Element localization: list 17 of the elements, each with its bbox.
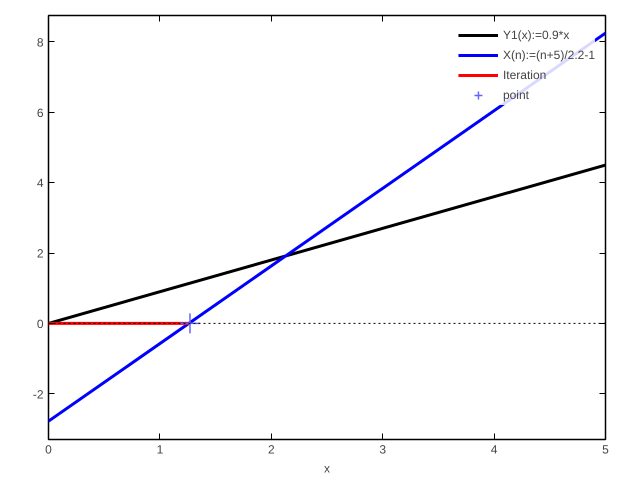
y-tick-label: -2 [32, 387, 44, 402]
x-tick-label: 5 [602, 442, 610, 456]
y-tick-label: 2 [36, 246, 44, 261]
legend-label: Iteration [502, 68, 546, 82]
x-tick-label: 2 [268, 442, 275, 456]
y-tick-label: 6 [36, 106, 44, 120]
y-tick-label: 4 [36, 176, 44, 190]
x-tick-label: 4 [490, 442, 498, 456]
legend-label: point [502, 88, 529, 102]
x-axis-title: x [324, 462, 330, 476]
legend-label: X(n):=(n+5)/2.2-1 [502, 48, 595, 62]
x-tick-label: 1 [156, 442, 164, 456]
x-tick-label: 3 [379, 442, 386, 456]
y-tick-label: 8 [36, 35, 44, 50]
y-tick-label: 0 [36, 316, 44, 331]
legend-label: Y1(x):=0.9*x [502, 28, 570, 42]
x-tick-label: 0 [45, 442, 52, 456]
